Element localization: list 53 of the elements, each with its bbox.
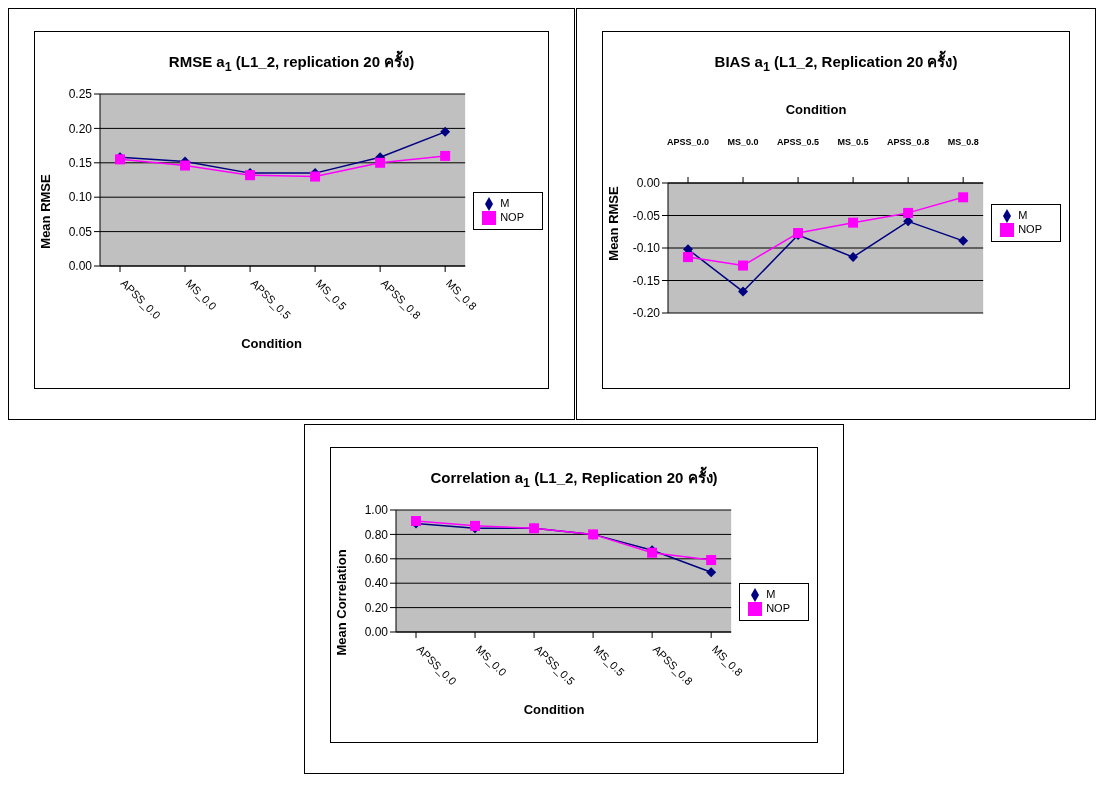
y-tick-label: 0.15 bbox=[68, 156, 93, 171]
y-tick-label: -0.15 bbox=[632, 273, 661, 288]
legend-label: M bbox=[766, 587, 776, 600]
x-tick-label: APSS_0.0 bbox=[666, 137, 710, 147]
x-axis-title: Condition bbox=[784, 102, 848, 117]
y-tick-label: 0.25 bbox=[68, 87, 93, 102]
point bbox=[683, 252, 693, 263]
y-axis-title: Mean RMSE bbox=[605, 185, 621, 261]
x-tick-label: APSS_0.8 bbox=[887, 137, 930, 147]
chart-title: RMSE a$_{1}$ (L1_2, replication 20 ครั้ง) bbox=[167, 50, 416, 74]
y-tick-label: 0.10 bbox=[68, 190, 93, 205]
point bbox=[440, 126, 451, 137]
legend-label: NOP bbox=[1018, 223, 1042, 235]
point bbox=[738, 260, 749, 271]
y-tick-label: 0.00 bbox=[636, 176, 661, 191]
legend-label: NOP bbox=[500, 211, 524, 223]
legend-label: NOP bbox=[766, 602, 790, 614]
point bbox=[848, 217, 859, 228]
point bbox=[440, 150, 451, 161]
y-tick-label: 0.60 bbox=[364, 552, 389, 567]
y-axis-title: Mean Correlation bbox=[333, 548, 349, 656]
y-tick-label: 1.00 bbox=[364, 503, 389, 518]
x-tick-label: APSS_0.5 bbox=[777, 137, 820, 147]
point bbox=[738, 286, 749, 297]
x-axis-title: Condition bbox=[522, 702, 586, 717]
y-tick-label: -0.20 bbox=[632, 306, 661, 321]
y-tick-label: 0.00 bbox=[364, 625, 389, 640]
point bbox=[375, 157, 386, 168]
x-axis-title: Condition bbox=[240, 336, 303, 351]
point bbox=[903, 207, 914, 218]
point bbox=[848, 252, 859, 263]
y-tick-label: 0.20 bbox=[68, 121, 93, 136]
y-tick-label: -0.10 bbox=[632, 241, 661, 256]
legend-label: M bbox=[500, 196, 510, 209]
point bbox=[706, 555, 717, 566]
legend-label: M bbox=[1018, 208, 1028, 221]
y-tick-label: 0.00 bbox=[68, 259, 93, 274]
point bbox=[903, 216, 914, 227]
y-tick-label: 0.80 bbox=[364, 527, 389, 542]
y-tick-label: 0.05 bbox=[68, 224, 93, 239]
y-tick-label: 0.20 bbox=[364, 600, 389, 615]
chart-title: Correlation a$_{1}$ (L1_2, Replication 20 ครั้ง) bbox=[429, 466, 719, 490]
x-tick-label: MS_0.8 bbox=[947, 137, 979, 147]
y-tick-label: -0.05 bbox=[632, 208, 661, 223]
point bbox=[180, 160, 191, 171]
y-tick-label: 0.40 bbox=[364, 576, 389, 591]
x-tick-label: MS_0.5 bbox=[837, 137, 869, 147]
x-tick-label: MS_0.0 bbox=[727, 137, 759, 147]
point bbox=[958, 192, 969, 203]
point bbox=[958, 235, 969, 246]
point bbox=[706, 567, 717, 578]
chart-title: BIAS a$_{1}$ (L1_2, Replication 20 ครั้ง) bbox=[713, 50, 959, 74]
y-axis-title: Mean RMSE bbox=[37, 173, 53, 249]
